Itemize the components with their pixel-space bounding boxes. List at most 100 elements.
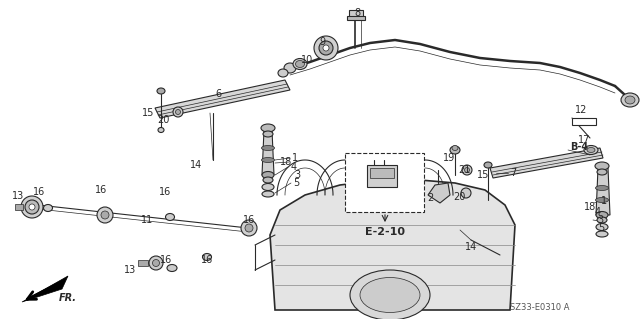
Ellipse shape	[284, 63, 296, 73]
Text: 3: 3	[597, 215, 603, 225]
Polygon shape	[270, 180, 515, 310]
Text: 19: 19	[443, 153, 455, 163]
Polygon shape	[596, 168, 610, 215]
Text: 13: 13	[124, 265, 136, 275]
Text: 16: 16	[95, 185, 107, 195]
Circle shape	[21, 196, 43, 218]
Circle shape	[149, 256, 163, 270]
Ellipse shape	[44, 204, 52, 211]
Text: 16: 16	[201, 255, 213, 265]
Ellipse shape	[484, 162, 492, 168]
Ellipse shape	[596, 224, 608, 231]
Circle shape	[175, 109, 180, 115]
Ellipse shape	[202, 254, 211, 261]
Text: 10: 10	[301, 55, 313, 65]
Text: 12: 12	[575, 105, 587, 115]
Ellipse shape	[278, 69, 288, 77]
Circle shape	[319, 41, 333, 55]
Polygon shape	[572, 118, 596, 125]
Ellipse shape	[166, 213, 175, 220]
Ellipse shape	[621, 93, 639, 107]
Text: 20: 20	[157, 115, 169, 125]
Ellipse shape	[596, 231, 608, 237]
Text: 18: 18	[584, 202, 596, 212]
Ellipse shape	[261, 124, 275, 132]
Ellipse shape	[450, 146, 460, 154]
Circle shape	[97, 207, 113, 223]
Text: 13: 13	[12, 191, 24, 201]
Ellipse shape	[584, 145, 598, 154]
Text: 7: 7	[510, 168, 516, 178]
Ellipse shape	[597, 217, 607, 223]
Ellipse shape	[452, 145, 458, 151]
Circle shape	[152, 259, 159, 266]
Ellipse shape	[625, 96, 635, 104]
Ellipse shape	[595, 162, 609, 170]
Circle shape	[29, 204, 35, 210]
Text: 11: 11	[141, 215, 153, 225]
Polygon shape	[490, 148, 603, 178]
Circle shape	[101, 211, 109, 219]
Text: 20: 20	[453, 192, 465, 202]
Text: 4: 4	[291, 162, 297, 172]
Text: 5: 5	[598, 223, 604, 233]
Text: 21: 21	[458, 165, 470, 175]
Text: 2: 2	[427, 193, 433, 203]
Text: SZ33-E0310 A: SZ33-E0310 A	[510, 303, 570, 313]
Ellipse shape	[262, 145, 275, 151]
Polygon shape	[155, 80, 290, 118]
Text: 14: 14	[465, 242, 477, 252]
Bar	[347, 16, 365, 20]
Text: 16: 16	[33, 187, 45, 197]
Circle shape	[323, 45, 329, 51]
Ellipse shape	[262, 191, 274, 197]
Bar	[138, 260, 148, 266]
Ellipse shape	[157, 88, 165, 94]
Text: 4: 4	[595, 207, 601, 217]
Text: 15: 15	[142, 108, 154, 118]
Circle shape	[461, 188, 471, 198]
Polygon shape	[428, 183, 450, 203]
Text: 15: 15	[477, 170, 489, 180]
Ellipse shape	[595, 186, 609, 190]
Ellipse shape	[360, 278, 420, 313]
Text: FR.: FR.	[59, 293, 77, 303]
Text: 14: 14	[190, 160, 202, 170]
Ellipse shape	[296, 61, 305, 68]
Text: 17: 17	[578, 135, 590, 145]
Ellipse shape	[587, 147, 595, 152]
Polygon shape	[22, 276, 68, 302]
Ellipse shape	[158, 128, 164, 132]
Bar	[367, 165, 397, 187]
Ellipse shape	[262, 183, 274, 190]
Circle shape	[173, 107, 183, 117]
Ellipse shape	[167, 264, 177, 271]
Circle shape	[25, 200, 39, 214]
Text: 3: 3	[294, 170, 300, 180]
Circle shape	[314, 36, 338, 60]
Text: 6: 6	[215, 89, 221, 99]
Circle shape	[245, 224, 253, 232]
Circle shape	[462, 165, 472, 175]
Ellipse shape	[293, 58, 307, 70]
Bar	[15, 204, 23, 210]
Text: 16: 16	[159, 187, 171, 197]
Ellipse shape	[595, 197, 609, 203]
Text: 16: 16	[243, 215, 255, 225]
Polygon shape	[262, 130, 274, 175]
Text: 1: 1	[292, 153, 298, 163]
Ellipse shape	[263, 177, 273, 183]
Circle shape	[241, 220, 257, 236]
Ellipse shape	[596, 211, 608, 219]
Text: 16: 16	[160, 255, 172, 265]
FancyBboxPatch shape	[345, 153, 424, 212]
Text: E-2-10: E-2-10	[365, 227, 405, 237]
Text: 1: 1	[601, 196, 607, 206]
Text: 18: 18	[280, 157, 292, 167]
Bar	[349, 10, 363, 18]
Ellipse shape	[350, 270, 430, 319]
Ellipse shape	[263, 131, 273, 137]
Bar	[370, 168, 394, 178]
Text: 5: 5	[293, 178, 299, 188]
Ellipse shape	[262, 158, 275, 162]
